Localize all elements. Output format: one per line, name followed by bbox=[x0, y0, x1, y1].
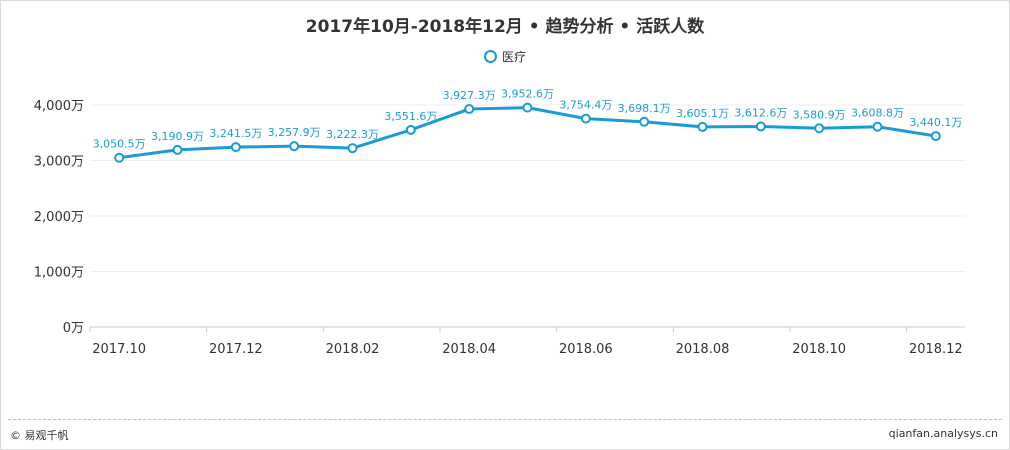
data-label: 3,050.5万 bbox=[93, 138, 146, 151]
data-point bbox=[230, 142, 241, 153]
x-tick-label: 2018.06 bbox=[559, 342, 613, 357]
data-label: 3,952.6万 bbox=[501, 88, 554, 101]
data-label: 3,222.3万 bbox=[326, 128, 379, 141]
legend-marker-icon bbox=[483, 50, 497, 63]
x-tick-label: 2017.12 bbox=[209, 342, 263, 357]
y-tick-label: 3,000万 bbox=[34, 155, 84, 170]
data-point bbox=[347, 143, 358, 154]
data-point bbox=[464, 104, 475, 115]
data-point bbox=[697, 121, 708, 132]
data-label: 3,241.5万 bbox=[209, 127, 262, 140]
x-tick-label: 2018.08 bbox=[676, 342, 730, 357]
data-point bbox=[289, 141, 300, 152]
data-point bbox=[814, 123, 825, 134]
data-label: 3,608.8万 bbox=[851, 107, 904, 120]
y-tick-label: 2,000万 bbox=[34, 210, 84, 225]
x-tick-label: 2017.10 bbox=[92, 342, 146, 357]
data-label: 3,605.1万 bbox=[676, 107, 729, 120]
data-point bbox=[405, 124, 416, 135]
data-label: 3,612.6万 bbox=[734, 107, 787, 120]
data-point bbox=[930, 131, 941, 142]
data-label: 3,927.3万 bbox=[443, 89, 496, 102]
y-tick-label: 4,000万 bbox=[34, 99, 84, 114]
data-label: 3,257.9万 bbox=[268, 126, 321, 139]
data-labels: 3,050.5万 3,190.9万 3,241.5万 3,257.9万 3,222.3万… bbox=[93, 88, 963, 151]
data-label: 3,440.1万 bbox=[909, 116, 962, 129]
footer-url[interactable]: qianfan.analysys.cn bbox=[888, 427, 998, 440]
data-label: 3,551.6万 bbox=[384, 110, 437, 123]
data-point bbox=[522, 102, 533, 113]
data-point bbox=[114, 152, 125, 163]
y-tick-label: 0万 bbox=[63, 321, 84, 336]
data-point bbox=[580, 113, 591, 124]
data-label: 3,754.4万 bbox=[559, 99, 612, 112]
data-label: 3,580.9万 bbox=[793, 108, 846, 121]
series-layer bbox=[114, 102, 941, 163]
axes: 0万 1,000万 2,000万 3,000万 4,000万 2017.10 2017.12… bbox=[34, 99, 965, 357]
data-point bbox=[639, 116, 650, 127]
data-point bbox=[872, 121, 883, 132]
footer-divider bbox=[8, 419, 1002, 420]
x-tick-label: 2018.12 bbox=[909, 342, 963, 357]
x-tick-label: 2018.04 bbox=[442, 342, 496, 357]
chart-title: 2017年10月-2018年12月 • 趋势分析 • 活跃人数 bbox=[305, 17, 705, 37]
legend-label: 医疗 bbox=[501, 50, 526, 64]
x-tick-label: 2018.02 bbox=[326, 342, 380, 357]
legend[interactable]: 医疗 bbox=[0, 48, 1010, 65]
data-point bbox=[755, 121, 766, 132]
x-tick-label: 2018.10 bbox=[792, 342, 846, 357]
footer-brand: © 易观千帆 bbox=[10, 429, 69, 442]
line-chart: 0万 1,000万 2,000万 3,000万 4,000万 2017.10 2017.12… bbox=[34, 88, 965, 357]
y-tick-label: 1,000万 bbox=[34, 266, 84, 281]
data-label: 3,698.1万 bbox=[618, 102, 671, 115]
data-label: 3,190.9万 bbox=[151, 130, 204, 143]
data-point bbox=[172, 144, 183, 155]
